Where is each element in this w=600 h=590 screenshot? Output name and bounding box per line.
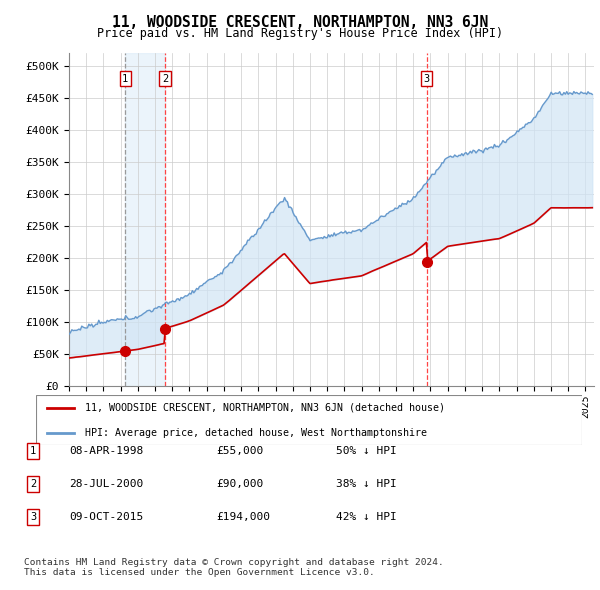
- Text: 2: 2: [162, 74, 168, 84]
- Text: HPI: Average price, detached house, West Northamptonshire: HPI: Average price, detached house, West…: [85, 428, 427, 438]
- Text: 3: 3: [30, 512, 36, 522]
- Text: £194,000: £194,000: [216, 512, 270, 522]
- Text: 1: 1: [30, 446, 36, 455]
- Text: 28-JUL-2000: 28-JUL-2000: [69, 479, 143, 489]
- Bar: [125, 53, 165, 386]
- Text: 1: 1: [122, 74, 128, 84]
- Text: 11, WOODSIDE CRESCENT, NORTHAMPTON, NN3 6JN: 11, WOODSIDE CRESCENT, NORTHAMPTON, NN3 …: [112, 15, 488, 30]
- Text: 3: 3: [424, 74, 430, 84]
- Text: 2: 2: [30, 479, 36, 489]
- Text: £90,000: £90,000: [216, 479, 263, 489]
- Text: 09-OCT-2015: 09-OCT-2015: [69, 512, 143, 522]
- Text: 08-APR-1998: 08-APR-1998: [69, 446, 143, 455]
- Text: 38% ↓ HPI: 38% ↓ HPI: [336, 479, 397, 489]
- Text: 42% ↓ HPI: 42% ↓ HPI: [336, 512, 397, 522]
- Text: 11, WOODSIDE CRESCENT, NORTHAMPTON, NN3 6JN (detached house): 11, WOODSIDE CRESCENT, NORTHAMPTON, NN3 …: [85, 403, 445, 413]
- Text: 50% ↓ HPI: 50% ↓ HPI: [336, 446, 397, 455]
- Text: Price paid vs. HM Land Registry's House Price Index (HPI): Price paid vs. HM Land Registry's House …: [97, 27, 503, 40]
- Text: Contains HM Land Registry data © Crown copyright and database right 2024.
This d: Contains HM Land Registry data © Crown c…: [24, 558, 444, 577]
- Text: £55,000: £55,000: [216, 446, 263, 455]
